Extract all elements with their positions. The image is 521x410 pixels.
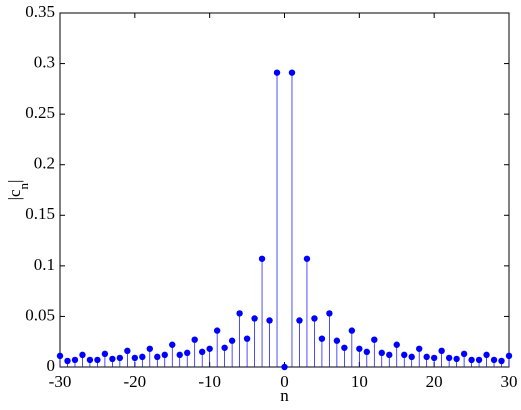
y-label-sub: n (16, 182, 31, 189)
stem-marker (109, 355, 116, 363)
stem-marker (378, 349, 385, 357)
stem-marker (191, 336, 198, 343)
stem-marker (475, 356, 483, 364)
stem-marker (243, 335, 251, 342)
y-label-main: |c (5, 189, 24, 200)
stem-marker (490, 356, 498, 364)
stem-marker (505, 352, 513, 360)
stem-marker (423, 353, 430, 361)
stem-marker (288, 69, 296, 76)
stem-marker (273, 69, 281, 76)
stem-marker (311, 315, 318, 322)
stem-marker (326, 310, 333, 317)
stem-marker (281, 363, 288, 371)
stem-marker (483, 351, 490, 359)
stem-marker (333, 337, 341, 344)
stem-marker (176, 351, 183, 359)
stem-marker (386, 351, 393, 359)
stem-marker (408, 353, 415, 361)
x-tick-label: 20 (426, 372, 443, 391)
y-tick-label: 0.2 (34, 154, 55, 173)
stem-marker (71, 356, 79, 364)
stem-marker (416, 345, 423, 352)
y-tick-label: 0.05 (25, 305, 55, 324)
stem-marker (169, 341, 176, 348)
stem-marker (468, 356, 475, 364)
stem-marker (401, 351, 408, 359)
plot-area (60, 13, 509, 367)
y-axis-label: |cn| (5, 180, 31, 201)
stem-marker (453, 355, 460, 363)
x-tick-label: 10 (351, 372, 368, 391)
stem-marker (101, 350, 109, 358)
stem-marker (131, 354, 139, 362)
stem-marker (124, 347, 131, 355)
stem-marker (236, 310, 243, 317)
stem-marker (393, 341, 400, 348)
stem-marker (228, 337, 236, 344)
stem-marker (94, 356, 101, 364)
stem-marker (296, 317, 303, 324)
stem-marker (430, 354, 438, 362)
x-tick-label: 0 (280, 372, 289, 391)
stem-marker (146, 345, 153, 352)
stem-marker (64, 357, 71, 365)
x-tick-label: 30 (501, 372, 518, 391)
y-tick-label: 0.3 (34, 52, 55, 71)
stem-marker (213, 327, 221, 334)
stem-marker (206, 345, 213, 352)
stem-marker (184, 349, 191, 357)
stem-marker (266, 317, 273, 324)
y-tick-label: 0 (47, 356, 56, 375)
x-tick-label: -20 (123, 372, 146, 391)
stem-marker (116, 354, 124, 362)
stem-marker (86, 356, 94, 364)
stem-marker (363, 348, 371, 356)
y-tick-label: 0.15 (25, 204, 55, 223)
y-tick-label: 0.25 (25, 103, 55, 122)
y-tick-label: 0.35 (25, 2, 55, 21)
stem-marker (139, 353, 146, 361)
stem-marker (154, 353, 161, 361)
stem-marker (356, 345, 363, 352)
stem-marker (251, 315, 258, 322)
stem-marker (445, 354, 453, 362)
stem-marker (371, 336, 378, 343)
x-tick-label: -30 (49, 372, 72, 391)
stem-marker (56, 352, 64, 360)
stem-marker (498, 357, 505, 365)
stem-marker (161, 351, 168, 359)
y-tick-label: 0.1 (34, 255, 55, 274)
stem-marker (341, 344, 348, 351)
stem-marker (438, 347, 445, 355)
x-axis-label: n (280, 386, 289, 405)
stem-marker (460, 350, 468, 358)
stem-marker (221, 344, 228, 351)
stem-marker (258, 255, 266, 262)
stem-marker (79, 351, 86, 359)
x-tick-label: -10 (198, 372, 221, 391)
stem-marker (348, 327, 356, 334)
stem-marker (198, 348, 206, 356)
y-label-end: | (5, 180, 24, 183)
stem-marker (318, 335, 326, 342)
stem-marker (303, 255, 311, 262)
